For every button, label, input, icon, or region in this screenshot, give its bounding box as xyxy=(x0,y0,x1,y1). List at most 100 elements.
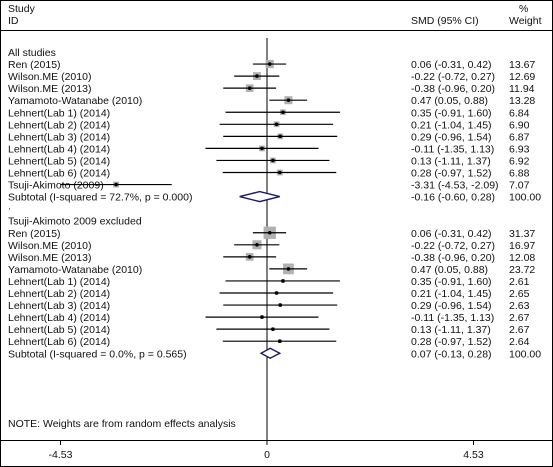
study-ci-text: 0.28 (-0.97, 1.52) xyxy=(411,336,492,348)
study-label: Wilson.ME (2013) xyxy=(8,252,91,264)
study-label: Lehnert(Lab 1) (2014) xyxy=(8,276,110,288)
study-label: Wilson.ME (2013) xyxy=(8,83,91,95)
study-weight: 16.97 xyxy=(509,240,535,252)
subtotal-ci-text: -0.16 (-0.60, 0.28) xyxy=(411,192,495,204)
point-estimate xyxy=(281,279,285,283)
study-label: Lehnert(Lab 6) (2014) xyxy=(8,168,110,180)
group-title: Tsuji-Akimoto 2009 excluded xyxy=(8,216,142,228)
point-estimate xyxy=(267,62,272,66)
header-percent: % xyxy=(519,3,528,15)
study-label: Lehnert(Lab 6) (2014) xyxy=(8,336,110,348)
subtotal-label: Subtotal (I-squared = 0.0%, p = 0.565) xyxy=(8,348,187,360)
point-estimate xyxy=(260,146,264,151)
study-weight: 11.94 xyxy=(509,83,535,95)
study-weight: 6.93 xyxy=(509,143,530,155)
study-ci-text: -0.11 (-1.35, 1.13) xyxy=(411,312,494,324)
point-estimate xyxy=(281,110,285,115)
study-ci-text: 0.13 (-1.11, 1.37) xyxy=(411,324,491,336)
study-ci-text: 0.47 (0.05, 0.88) xyxy=(411,95,488,107)
study-weight: 2.67 xyxy=(509,324,530,336)
study-weight: 23.72 xyxy=(509,264,535,276)
point-estimate xyxy=(274,291,279,295)
point-estimate xyxy=(271,327,275,331)
study-weight: 31.37 xyxy=(509,228,535,240)
study-weight: 13.28 xyxy=(509,95,535,107)
study-label: Lehnert(Lab 1) (2014) xyxy=(8,107,110,119)
x-tick-label: 0 xyxy=(264,449,270,461)
study-weight: 6.88 xyxy=(509,168,530,180)
header-study: Study xyxy=(8,3,36,15)
study-ci-text: -0.22 (-0.72, 0.27) xyxy=(411,240,495,252)
point-estimate xyxy=(267,230,272,235)
study-label: Yamamoto-Watanabe (2010) xyxy=(8,264,142,276)
point-estimate xyxy=(247,86,252,90)
study-ci-text: 0.13 (-1.11, 1.37) xyxy=(411,155,491,167)
study-label: Lehnert(Lab 4) (2014) xyxy=(8,143,110,155)
study-label: Wilson.ME (2010) xyxy=(8,71,91,83)
study-label: Lehnert(Lab 3) (2014) xyxy=(8,131,110,143)
subtotal-diamond xyxy=(259,347,282,360)
subtotal-ci-text: 0.07 (-0.13, 0.28) xyxy=(411,348,492,360)
subtotal-label: Subtotal (I-squared = 72.7%, p = 0.000) xyxy=(8,192,192,204)
point-estimate xyxy=(277,170,282,175)
study-label: Wilson.ME (2010) xyxy=(8,240,91,252)
study-label: Tsuji-Akimoto (2009) xyxy=(8,180,104,192)
header-smd: SMD (95% CI) xyxy=(411,15,479,27)
subtotal-weight: 100.00 xyxy=(509,192,541,204)
study-ci-text: -0.22 (-0.72, 0.27) xyxy=(411,71,495,83)
group-title: All studies xyxy=(8,47,56,59)
point-estimate xyxy=(271,158,275,163)
study-weight: 2.64 xyxy=(509,336,530,348)
subtotal-weight: 100.00 xyxy=(509,348,541,360)
study-weight: 2.63 xyxy=(509,300,530,312)
study-ci-text: 0.29 (-0.96, 1.54) xyxy=(411,131,492,143)
study-weight: 13.67 xyxy=(509,59,535,71)
study-ci-text: -0.38 (-0.96, 0.20) xyxy=(411,83,495,95)
study-weight: 7.07 xyxy=(509,180,530,192)
x-tick-label: -4.53 xyxy=(49,449,73,461)
study-weight: 6.84 xyxy=(509,107,530,119)
study-label: Lehnert(Lab 2) (2014) xyxy=(8,288,110,300)
header-weight: Weight xyxy=(509,15,542,27)
study-ci-text: -3.31 (-4.53, -2.09) xyxy=(411,180,499,192)
study-ci-text: 0.29 (-0.96, 1.54) xyxy=(411,300,492,312)
study-ci-text: -0.38 (-0.96, 0.20) xyxy=(411,252,495,264)
study-ci-text: 0.35 (-0.91, 1.60) xyxy=(411,276,492,288)
header-id: ID xyxy=(8,15,19,27)
point-estimate xyxy=(277,339,282,344)
point-estimate xyxy=(274,122,279,127)
study-label: Ren (2015) xyxy=(8,228,61,240)
study-ci-text: 0.28 (-0.97, 1.52) xyxy=(411,168,492,180)
point-estimate xyxy=(260,315,264,319)
study-label: Ren (2015) xyxy=(8,59,61,71)
study-ci-text: 0.06 (-0.31, 0.42) xyxy=(411,228,492,240)
study-ci-text: 0.06 (-0.31, 0.42) xyxy=(411,59,492,71)
study-label: Lehnert(Lab 3) (2014) xyxy=(8,300,110,312)
study-label: Yamamoto-Watanabe (2010) xyxy=(8,95,142,107)
study-ci-text: 0.21 (-1.04, 1.45) xyxy=(411,288,492,300)
note-text: NOTE: Weights are from random effects an… xyxy=(8,418,236,430)
study-weight: 6.90 xyxy=(509,119,530,131)
study-ci-text: 0.35 (-0.91, 1.60) xyxy=(411,107,492,119)
study-weight: 6.87 xyxy=(509,131,530,143)
study-label: Lehnert(Lab 4) (2014) xyxy=(8,312,110,324)
study-label: Lehnert(Lab 2) (2014) xyxy=(8,119,110,131)
study-weight: 12.08 xyxy=(509,252,535,264)
x-tick-label: 4.53 xyxy=(463,449,484,461)
subtotal-diamond xyxy=(239,190,280,203)
study-weight: 2.61 xyxy=(509,276,530,288)
point-estimate xyxy=(114,182,118,187)
study-weight: 2.67 xyxy=(509,312,530,324)
point-estimate xyxy=(286,267,291,271)
study-weight: 2.65 xyxy=(509,288,530,300)
point-estimate xyxy=(278,134,283,139)
study-ci-text: -0.11 (-1.35, 1.13) xyxy=(411,143,494,155)
study-weight: 6.92 xyxy=(509,155,530,167)
study-weight: 12.69 xyxy=(509,71,535,83)
study-label: Lehnert(Lab 5) (2014) xyxy=(8,155,110,167)
study-label: Lehnert(Lab 5) (2014) xyxy=(8,324,110,336)
point-estimate xyxy=(278,303,283,307)
